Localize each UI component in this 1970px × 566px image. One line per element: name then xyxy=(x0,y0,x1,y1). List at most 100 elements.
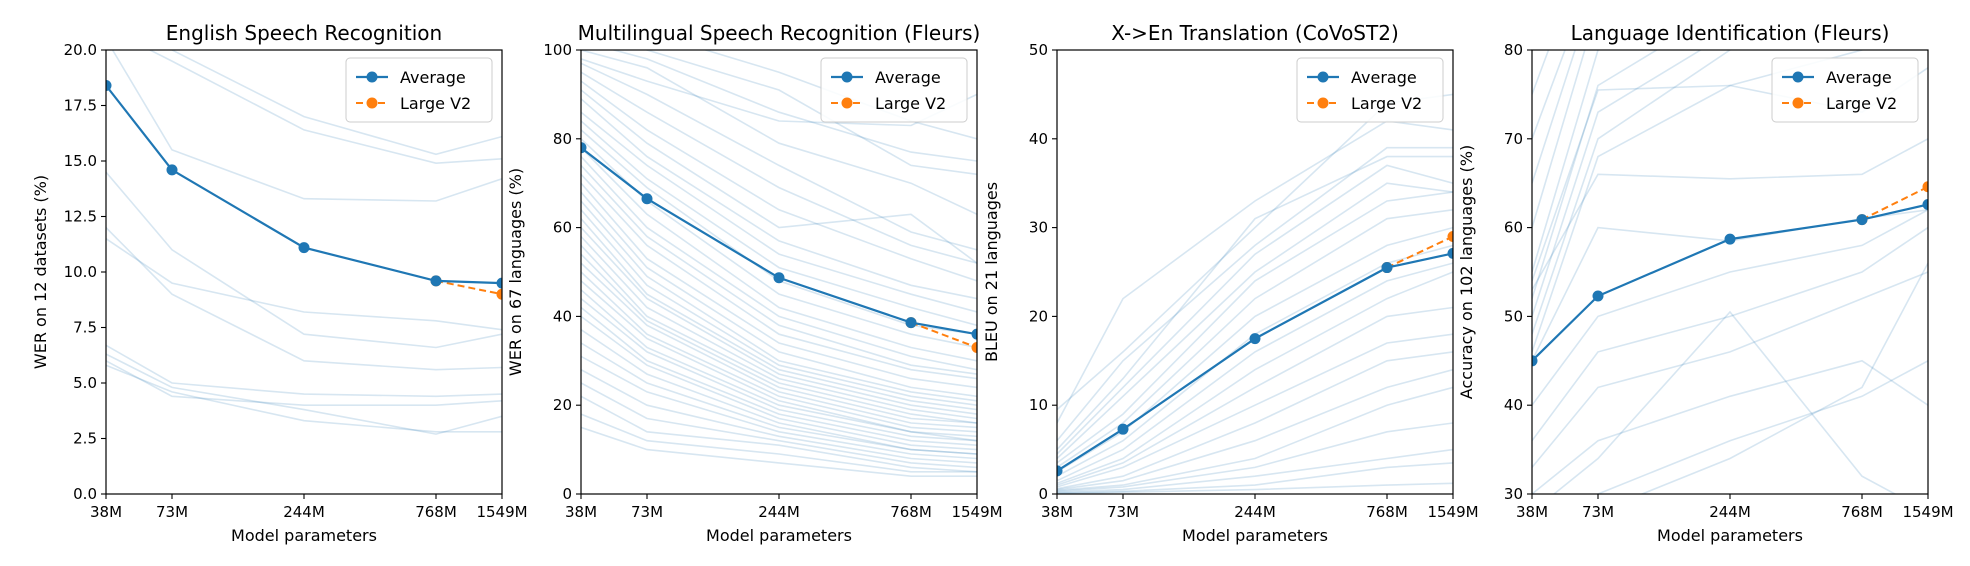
large-v2-line xyxy=(1386,235,1453,269)
background-series-line xyxy=(581,413,977,473)
background-series-line xyxy=(1532,271,1928,468)
background-series-line xyxy=(1057,351,1453,490)
y-tick-label: 40 xyxy=(553,307,572,325)
y-tick-label: 7.5 xyxy=(73,319,97,337)
x-tick-label: 244M xyxy=(758,503,800,521)
y-axis-label: BLEU on 21 languages xyxy=(982,182,1001,362)
average-point xyxy=(1057,465,1063,477)
background-series-line xyxy=(581,271,977,433)
legend-large-v2-label: Large V2 xyxy=(400,94,471,113)
background-series-line xyxy=(581,342,977,455)
y-tick-label: 20 xyxy=(553,396,572,414)
y-axis-label: WER on 67 languages (%) xyxy=(506,168,525,376)
chart-title: Language Identification (Fleurs) xyxy=(1571,21,1890,45)
y-tick-label: 15.0 xyxy=(64,152,97,170)
background-series-line xyxy=(581,426,977,478)
average-point xyxy=(905,317,917,329)
background-series-line xyxy=(581,244,977,424)
background-series-line xyxy=(1057,146,1453,442)
background-series-line xyxy=(581,315,977,451)
x-tick-label: 768M xyxy=(1366,503,1408,521)
background-series-line xyxy=(1532,138,1928,291)
y-tick-label: 60 xyxy=(1504,219,1523,237)
background-series-line xyxy=(1057,155,1453,451)
background-series-line xyxy=(581,395,977,473)
legend-large-v2-label: Large V2 xyxy=(875,94,946,113)
legend-average-marker xyxy=(1792,71,1804,83)
legend-average-marker xyxy=(366,71,378,83)
background-series-line xyxy=(1057,182,1453,460)
average-point xyxy=(1249,333,1261,345)
y-tick-label: 12.5 xyxy=(64,208,97,226)
x-tick-label: 244M xyxy=(283,503,325,521)
chart-panel-4: 30 40 50 60 70 80 38M 73M 244M 768M 1549M Language … xyxy=(1457,21,1954,545)
background-series-line xyxy=(1057,368,1453,491)
plot-area xyxy=(1057,93,1453,494)
large-v2-point xyxy=(1922,181,1928,193)
background-series-line xyxy=(1057,448,1453,493)
background-series-line xyxy=(1057,482,1453,494)
background-series-line xyxy=(581,182,977,389)
legend-average-marker xyxy=(1317,71,1329,83)
background-series-line xyxy=(106,364,502,433)
average-point xyxy=(1922,199,1928,211)
legend-large-v2-marker xyxy=(1317,97,1329,109)
background-series-line xyxy=(1057,462,1453,494)
large-v2-line xyxy=(1861,185,1928,221)
average-point xyxy=(1724,233,1736,245)
average-point xyxy=(1117,423,1129,435)
background-series-line xyxy=(106,353,502,435)
background-series-line xyxy=(1532,209,1928,406)
y-tick-label: 17.5 xyxy=(64,97,97,115)
y-tick-label: 0 xyxy=(562,485,572,503)
background-series-line xyxy=(1532,50,1659,299)
background-series-line xyxy=(581,164,977,375)
background-series-line xyxy=(581,111,977,313)
background-series-line xyxy=(1532,50,1735,335)
background-series-line xyxy=(1532,50,1703,317)
x-tick-label: 768M xyxy=(415,503,457,521)
background-series-line xyxy=(106,238,502,331)
background-series-line xyxy=(610,50,977,162)
average-point xyxy=(430,275,442,287)
legend: Average Large V2 xyxy=(1296,57,1444,123)
legend-box xyxy=(345,57,493,123)
background-series-line xyxy=(702,50,977,140)
average-point xyxy=(641,193,653,205)
y-axis-label: Accuracy on 102 languages (%) xyxy=(1457,145,1476,399)
background-series-line xyxy=(581,262,977,429)
x-tick-label: 73M xyxy=(1107,503,1139,521)
background-series-line xyxy=(581,297,977,442)
average-point xyxy=(166,164,178,176)
background-series-line xyxy=(581,71,977,264)
background-series-line xyxy=(581,173,977,380)
background-series-line xyxy=(1639,262,1928,494)
large-v2-line xyxy=(910,321,977,349)
background-series-line xyxy=(1057,386,1453,492)
background-series-line xyxy=(1057,164,1453,455)
background-series-line xyxy=(581,200,977,402)
large-v2-point xyxy=(496,288,502,300)
background-series-line xyxy=(581,62,977,251)
x-tick-label: 73M xyxy=(156,503,188,521)
background-series-line xyxy=(581,306,977,446)
y-tick-label: 50 xyxy=(1029,41,1048,59)
x-tick-label: 1549M xyxy=(476,503,527,521)
background-series-line xyxy=(1532,50,1586,228)
legend: Average Large V2 xyxy=(1771,57,1919,123)
average-point xyxy=(1856,214,1868,226)
background-series-line xyxy=(581,368,977,464)
y-tick-label: 20 xyxy=(1029,307,1048,325)
legend-large-v2-label: Large V2 xyxy=(1826,94,1897,113)
average-point xyxy=(773,272,785,284)
x-tick-label: 244M xyxy=(1709,503,1751,521)
y-tick-label: 10.0 xyxy=(64,263,97,281)
large-v2-line xyxy=(435,279,502,296)
y-tick-label: 30 xyxy=(1029,219,1048,237)
background-series-line xyxy=(581,218,977,411)
background-series-line xyxy=(1057,306,1453,486)
x-tick-label: 768M xyxy=(1841,503,1883,521)
x-tick-label: 73M xyxy=(631,503,663,521)
background-series-line xyxy=(106,344,502,398)
